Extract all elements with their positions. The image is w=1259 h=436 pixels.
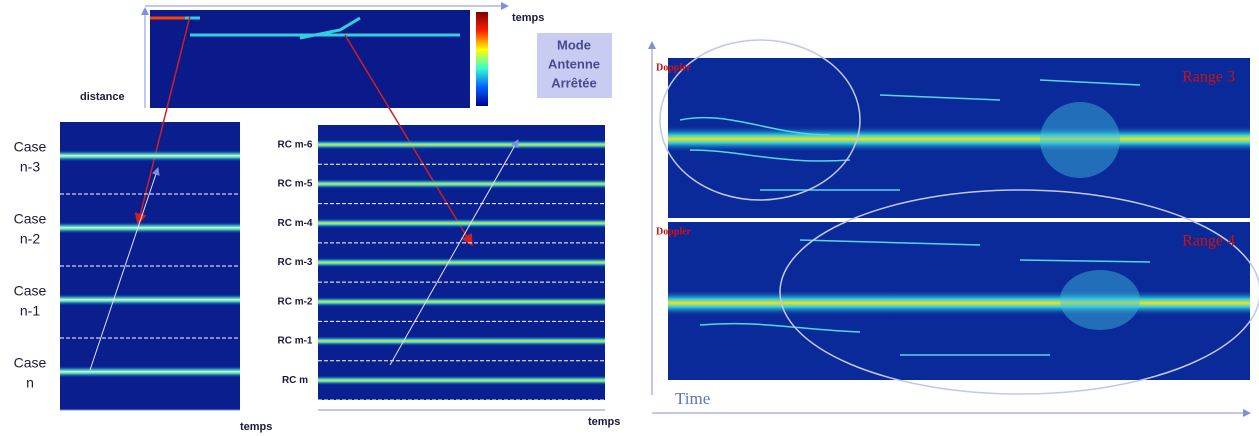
echo-band — [318, 178, 605, 189]
case-label: n — [26, 375, 34, 391]
case-label: Case — [14, 283, 47, 299]
plot-title: Range 3 — [1182, 69, 1235, 86]
echo-band — [318, 257, 605, 268]
echo-band — [318, 139, 605, 150]
row-label: RC m-4 — [277, 218, 312, 229]
row-label: RC m — [282, 375, 308, 386]
case-label: Case — [14, 211, 47, 227]
track-arrow — [89, 167, 160, 371]
case-label: Case — [14, 355, 47, 371]
highlight-ellipse — [779, 189, 1259, 395]
row-label: RC m-5 — [277, 179, 312, 190]
y-label: Doppler — [656, 62, 692, 73]
echo-band — [318, 375, 605, 386]
track-arrow — [389, 139, 519, 366]
x-label: temps — [588, 416, 620, 428]
arrow — [134, 15, 191, 226]
case-label: n-3 — [20, 159, 40, 175]
mode-label: Antenne — [548, 56, 600, 71]
x-label: temps — [512, 12, 544, 24]
row-label: RC m-1 — [277, 336, 312, 347]
row-label: RC m-3 — [277, 257, 312, 268]
echo-band — [318, 296, 605, 307]
burst — [1060, 270, 1140, 330]
plot-title: Range 4 — [1182, 233, 1235, 250]
spectrogram — [150, 10, 470, 108]
echo-band — [318, 336, 605, 347]
mode-box — [537, 33, 612, 98]
y-label: distance — [80, 91, 125, 103]
x-label: Time — [675, 389, 710, 408]
trace — [679, 79, 1151, 356]
mode-label: Arrêtée — [551, 75, 597, 90]
case-label: n-2 — [20, 231, 40, 247]
clutter-band — [668, 290, 1250, 316]
x-label: temps — [240, 421, 272, 433]
y-label: Doppler — [656, 226, 692, 237]
clutter-band — [668, 126, 1250, 152]
highlight-ellipse — [659, 39, 861, 201]
mode-label: Mode — [557, 37, 591, 52]
row-label: RC m-6 — [277, 139, 312, 150]
echo-band — [318, 218, 605, 229]
row-label: RC m-2 — [277, 296, 312, 307]
colorbar — [476, 12, 488, 106]
burst — [1040, 102, 1120, 178]
case-label: Case — [14, 139, 47, 155]
case-label: n-1 — [20, 303, 40, 319]
